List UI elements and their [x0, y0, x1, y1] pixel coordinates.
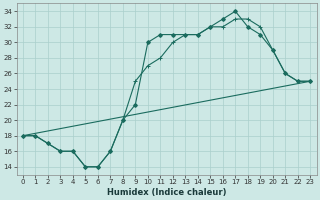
X-axis label: Humidex (Indice chaleur): Humidex (Indice chaleur) [107, 188, 226, 197]
